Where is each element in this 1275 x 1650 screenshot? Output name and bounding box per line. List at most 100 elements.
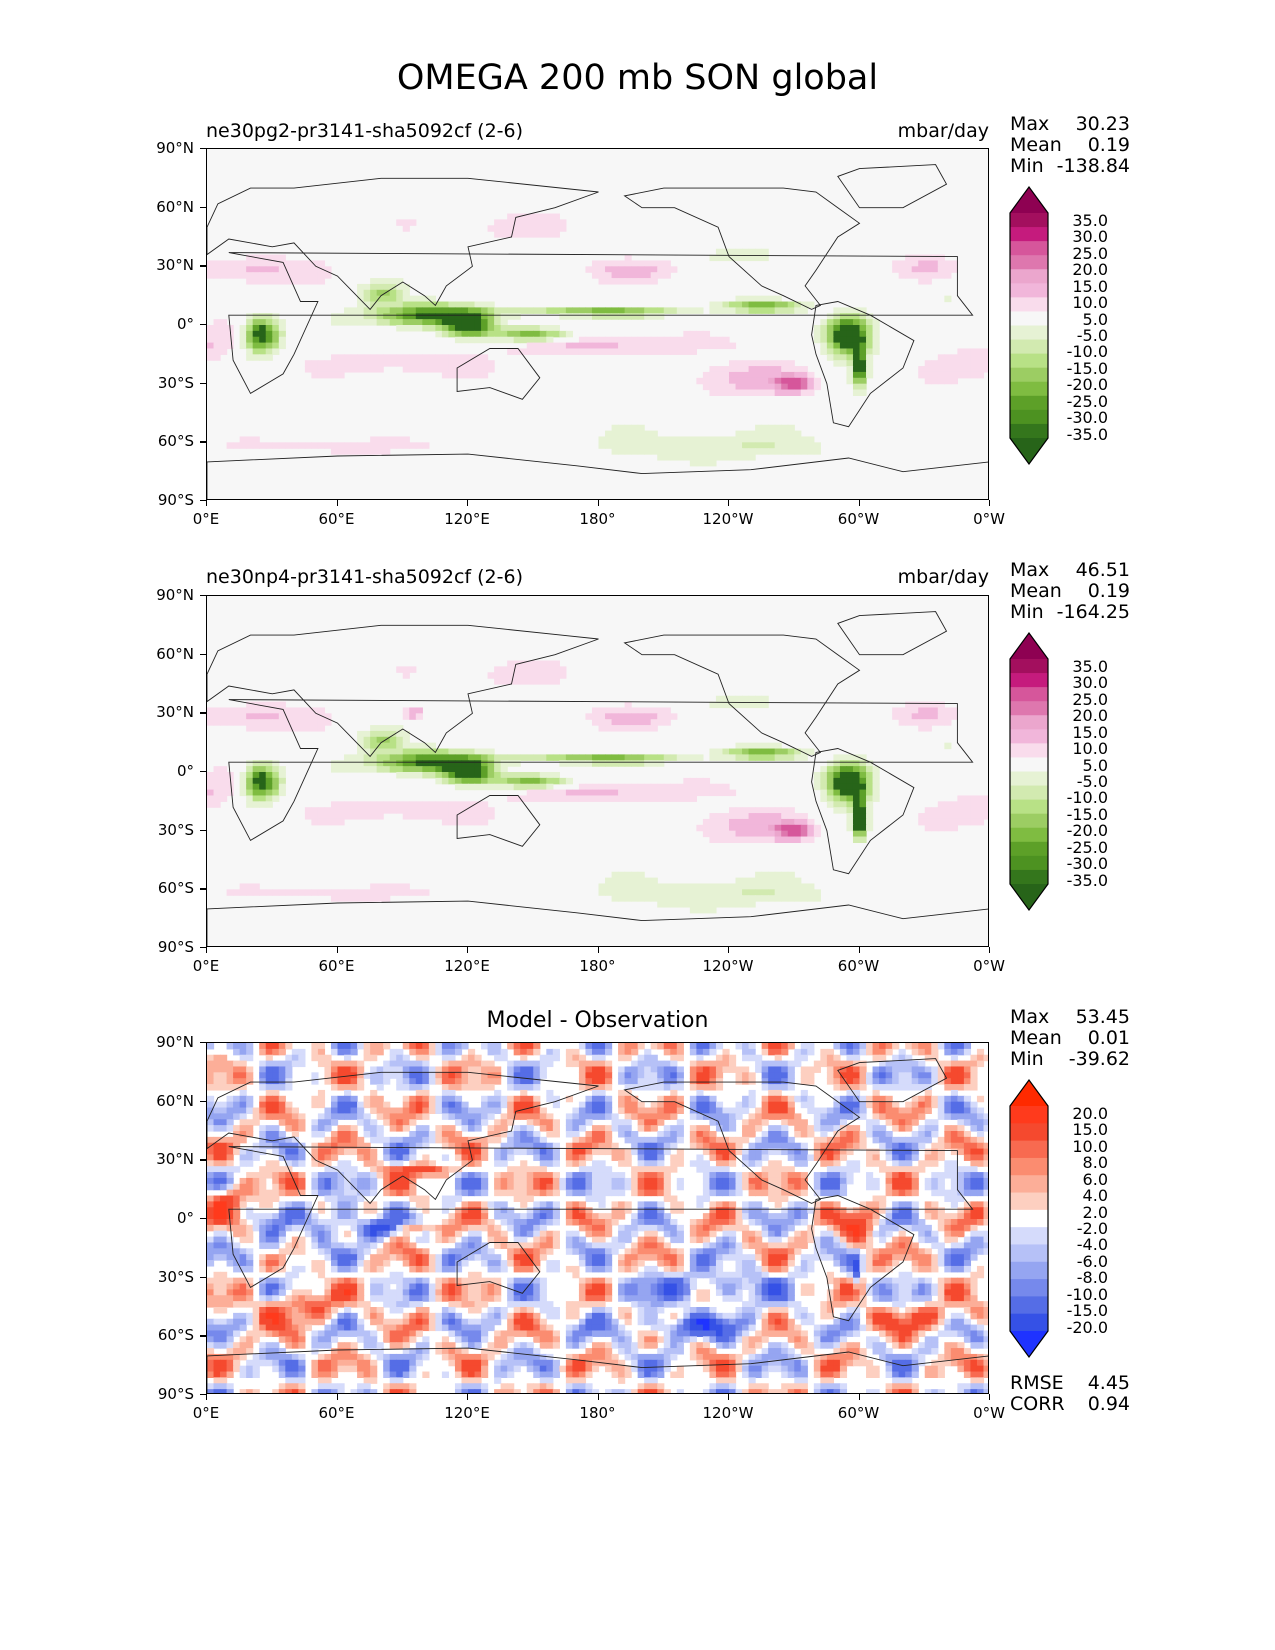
field-cell — [330, 1078, 339, 1085]
field-cell — [357, 1119, 365, 1126]
field-cell — [494, 1201, 502, 1208]
field-cell — [709, 1043, 717, 1050]
field-cell — [820, 342, 828, 350]
field-cell — [520, 1095, 528, 1103]
field-cell — [330, 766, 339, 773]
field-cell — [892, 1148, 900, 1156]
field-cell — [768, 748, 776, 755]
field-cell — [670, 1136, 678, 1144]
field-cell — [474, 748, 482, 755]
field-cell — [474, 1160, 482, 1167]
field-cell — [422, 301, 430, 308]
stat-max-label: Max — [1010, 559, 1050, 581]
field-cell — [663, 307, 671, 314]
field-cell — [637, 266, 645, 273]
field-cell — [487, 1095, 495, 1103]
field-cell — [761, 1172, 769, 1179]
field-cell — [435, 1066, 443, 1073]
field-cell — [742, 430, 750, 438]
field-cell — [448, 1136, 456, 1144]
field-cell — [246, 325, 254, 332]
field-cell — [709, 254, 717, 262]
field-cell — [833, 1119, 841, 1126]
field-cell — [330, 801, 339, 808]
field-cell — [781, 389, 789, 396]
field-cell — [722, 307, 730, 314]
field-cell — [376, 1172, 384, 1179]
field-cell — [976, 1177, 985, 1185]
field-cell — [239, 1131, 247, 1138]
field-cell — [826, 783, 835, 791]
field-cell — [892, 1142, 900, 1150]
field-cell — [618, 1048, 626, 1056]
field-cell — [474, 1060, 482, 1068]
field-cell — [441, 772, 450, 779]
field-cell — [657, 901, 665, 908]
field-cell — [970, 1142, 978, 1150]
field-cell — [213, 795, 221, 802]
field-cell — [207, 1119, 215, 1126]
field-cell — [481, 1095, 489, 1103]
field-cell — [676, 1119, 684, 1126]
field-cell — [768, 1189, 776, 1197]
field-cell — [937, 266, 945, 273]
field-cell — [494, 330, 502, 338]
field-cell — [885, 1177, 893, 1185]
field-cell — [774, 1095, 782, 1103]
field-cell — [259, 313, 267, 320]
field-cell — [213, 1154, 221, 1161]
field-cell — [285, 725, 293, 732]
field-cell — [963, 348, 972, 355]
field-cell — [931, 1201, 939, 1208]
field-cell — [755, 254, 763, 262]
field-cell — [265, 766, 273, 773]
field-cell — [852, 348, 861, 355]
field-cell — [820, 1172, 828, 1179]
field-cell — [618, 424, 626, 432]
field-cell — [702, 1195, 711, 1202]
field-cell — [226, 1207, 234, 1214]
field-cell — [304, 360, 313, 367]
field-cell — [931, 1119, 939, 1126]
field-cell — [885, 1066, 893, 1073]
field-cell — [396, 1148, 404, 1156]
field-cell — [454, 766, 463, 773]
field-cell — [546, 777, 554, 785]
field-cell — [768, 1101, 776, 1109]
field-cell — [637, 877, 645, 885]
field-cell — [265, 1107, 273, 1114]
field-cell — [494, 772, 502, 779]
field-cell — [252, 772, 260, 779]
field-cell — [729, 824, 737, 832]
field-cell — [435, 754, 443, 761]
field-cell — [820, 1060, 828, 1068]
field-cell — [637, 1078, 645, 1085]
field-cell — [226, 1072, 234, 1079]
field-cell — [735, 454, 743, 461]
field-cell — [357, 766, 365, 773]
field-cell — [311, 818, 319, 826]
field-cell — [833, 1201, 841, 1208]
y-tick-mark — [200, 712, 206, 714]
field-cell — [794, 301, 802, 308]
field-cell — [546, 225, 554, 232]
field-cell — [676, 1043, 684, 1050]
field-cell — [624, 424, 632, 432]
field-cell — [963, 1142, 972, 1150]
field-cell — [598, 1183, 606, 1191]
field-cell — [474, 1142, 482, 1150]
field-cell — [624, 1066, 632, 1073]
field-cell — [317, 266, 326, 273]
field-cell — [526, 1072, 534, 1079]
field-cell — [787, 748, 795, 755]
field-cell — [233, 1113, 241, 1120]
field-cell — [729, 1172, 737, 1179]
field-cell — [911, 1084, 919, 1091]
field-cell — [800, 889, 808, 896]
field-cell — [533, 231, 541, 238]
field-cell — [454, 1154, 463, 1161]
field-cell — [768, 754, 776, 761]
field-cell — [552, 1054, 560, 1062]
field-cell — [220, 713, 228, 720]
field-cell — [383, 1060, 391, 1068]
